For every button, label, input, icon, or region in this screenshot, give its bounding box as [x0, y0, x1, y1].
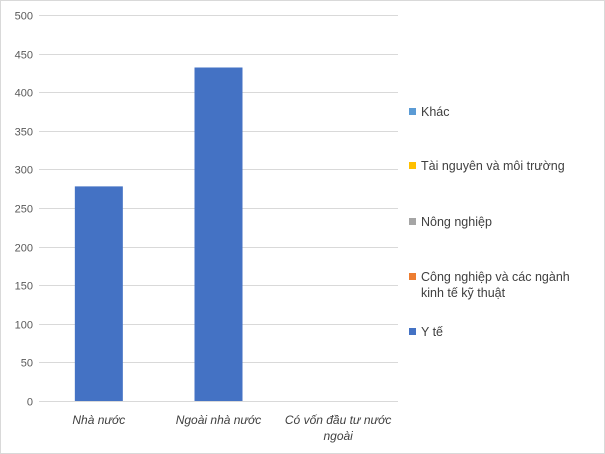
x-category-label: Có vốn đầu tư nước ngoài [285, 413, 392, 443]
legend-label-line: kinh tế kỹ thuật [421, 286, 506, 300]
legend-label-line: Y tế [421, 325, 444, 339]
legend-label-line: Công nghiệp và các ngành [421, 270, 570, 284]
y-tick-label: 350 [15, 127, 33, 139]
y-tick-label: 400 [15, 88, 33, 100]
bar-y-tế-0 [74, 186, 123, 401]
y-tick-label: 450 [15, 50, 33, 62]
x-category-label: Nhà nước [72, 413, 125, 427]
x-category-label-line: Nhà nước [72, 413, 125, 427]
y-tick-label: 500 [15, 11, 33, 23]
y-tick-label: 50 [21, 358, 33, 370]
y-tick-label: 250 [15, 204, 33, 216]
legend-item: Tài nguyên và môi trường [409, 158, 599, 174]
legend-label: Tài nguyên và môi trường [421, 158, 565, 174]
bar-y-tế-1 [194, 67, 243, 401]
legend-swatch [409, 328, 416, 335]
y-tick-label: 100 [15, 320, 33, 332]
legend-item: Công nghiệp và các ngành kinh tế kỹ thuật [409, 269, 599, 301]
legend-label-line: Tài nguyên và môi trường [421, 159, 565, 173]
legend-label: Khác [421, 104, 450, 120]
legend-label-line: Nông nghiệp [421, 215, 492, 229]
legend-swatch [409, 108, 416, 115]
y-tick-label: 150 [15, 281, 33, 293]
x-category-label: Ngoài nhà nước [176, 413, 262, 427]
legend-swatch [409, 273, 416, 280]
legend-swatch [409, 162, 416, 169]
x-category-label-line: ngoài [323, 429, 353, 443]
legend-label: Y tế [421, 324, 443, 340]
legend-item: Nông nghiệp [409, 214, 599, 230]
chart-legend: Khác Tài nguyên và môi trường Nông nghiệp C… [409, 1, 599, 453]
y-tick-label: 300 [15, 165, 33, 177]
y-tick-label: 200 [15, 243, 33, 255]
y-tick-label: 0 [27, 397, 33, 409]
legend-item: Khác [409, 104, 599, 120]
legend-label: Nông nghiệp [421, 214, 492, 230]
x-category-label-line: Ngoài nhà nước [176, 413, 262, 427]
legend-swatch [409, 218, 416, 225]
x-category-label-line: Có vốn đầu tư nước [285, 413, 392, 427]
legend-label: Công nghiệp và các ngành kinh tế kỹ thuật [421, 269, 570, 301]
legend-item: Y tế [409, 324, 599, 340]
legend-label-line: Khác [421, 105, 450, 119]
